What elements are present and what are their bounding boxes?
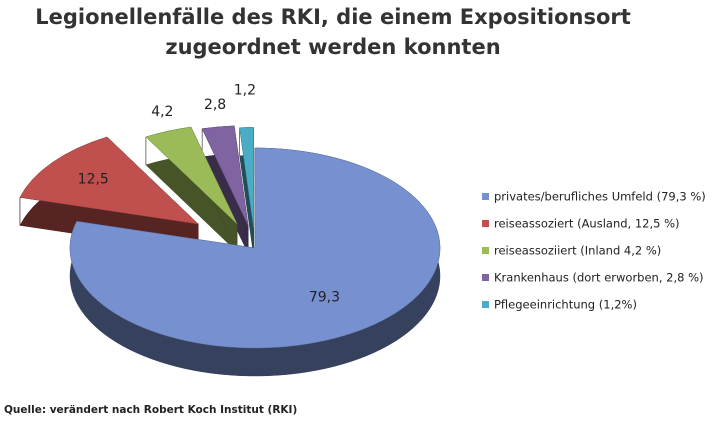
legend-swatch [482, 274, 489, 281]
slice [201, 125, 249, 226]
value-label: 2,8 [204, 97, 226, 113]
legend-label: privates/berufliches Umfeld (79,3 %) [494, 190, 706, 204]
legend-label: reiseassoziiert (Inland 4,2 %) [494, 244, 661, 258]
slice [239, 127, 254, 228]
legend-swatch [482, 193, 489, 200]
chart-title: Legionellenfälle des RKI, die einem Expo… [35, 5, 631, 29]
legend-label: reiseassoziert (Ausland, 12,5 %) [494, 217, 680, 231]
slice [145, 126, 238, 225]
legend-swatch [482, 247, 489, 254]
value-label: 1,2 [234, 83, 256, 99]
legend-swatch [482, 220, 489, 227]
value-label: 79,3 [309, 289, 340, 305]
chart-title: zugeordnet werden konnten [165, 35, 500, 59]
slice [69, 147, 441, 349]
legend-swatch [482, 301, 489, 308]
value-label: 4,2 [151, 104, 173, 120]
legend-label: Krankenhaus (dort erworben, 2,8 %) [494, 271, 704, 285]
legend-label: Pflegeeinrichtung (1,2%) [494, 298, 637, 312]
slice [19, 136, 199, 225]
value-label: 12,5 [78, 172, 109, 188]
source-note: Quelle: verändert nach Robert Koch Insti… [4, 404, 297, 416]
